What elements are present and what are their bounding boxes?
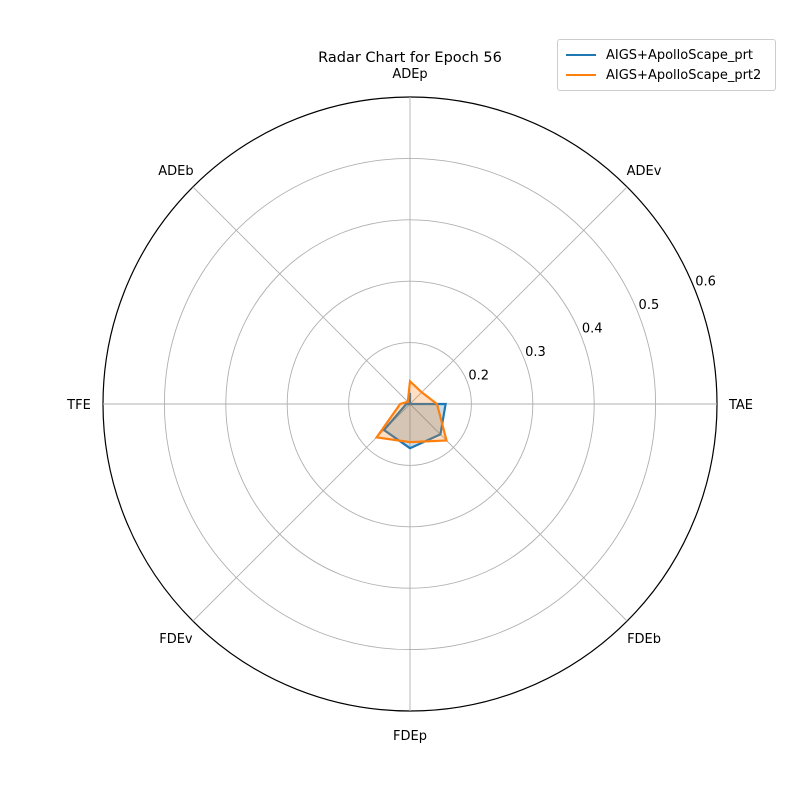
r-tick-label: 0.5 [639,298,660,313]
axis-label: ADEb [158,164,193,179]
legend-swatch [566,54,596,56]
axis-label: TAE [728,398,753,413]
series-fill [384,392,446,449]
chart-title: Radar Chart for Epoch 56 [318,50,502,66]
legend-label: AIGS+ApolloScape_prt [606,47,754,63]
axis-label: TFE [66,398,91,413]
r-tick-label: 0.3 [525,345,546,360]
r-tick-label: 0.4 [582,322,603,337]
axis-label: ADEp [392,67,427,82]
legend-label: AIGS+ApolloScape_prt2 [606,67,762,83]
grid-spoke [409,186,628,405]
axis-label: FDEb [627,632,661,647]
series-line [374,378,448,444]
r-tick-label: 0.2 [468,369,489,384]
axis-label: ADEv [627,164,662,179]
radar-labels: 0.2 0.3 0.4 0.5 0.6 ADEp ADEv TAE FDEb FDEp FDEv TF… [66,67,753,744]
legend-entry: AIGS+ApolloScape_prt [566,45,767,65]
radar-grid [102,96,718,712]
series-line [382,392,447,450]
legend: AIGS+ApolloScape_prt AIGS+ApolloScape_prt… [557,39,776,91]
legend-entry: AIGS+ApolloScape_prt2 [566,65,767,85]
grid-spoke [192,186,411,405]
series-fill [376,381,447,443]
axis-label: FDEp [393,729,427,744]
axis-label: FDEv [159,632,193,647]
radar-series [374,378,448,450]
r-tick-label: 0.6 [695,275,716,290]
legend-swatch [566,74,596,76]
grid-spoke [192,403,411,622]
